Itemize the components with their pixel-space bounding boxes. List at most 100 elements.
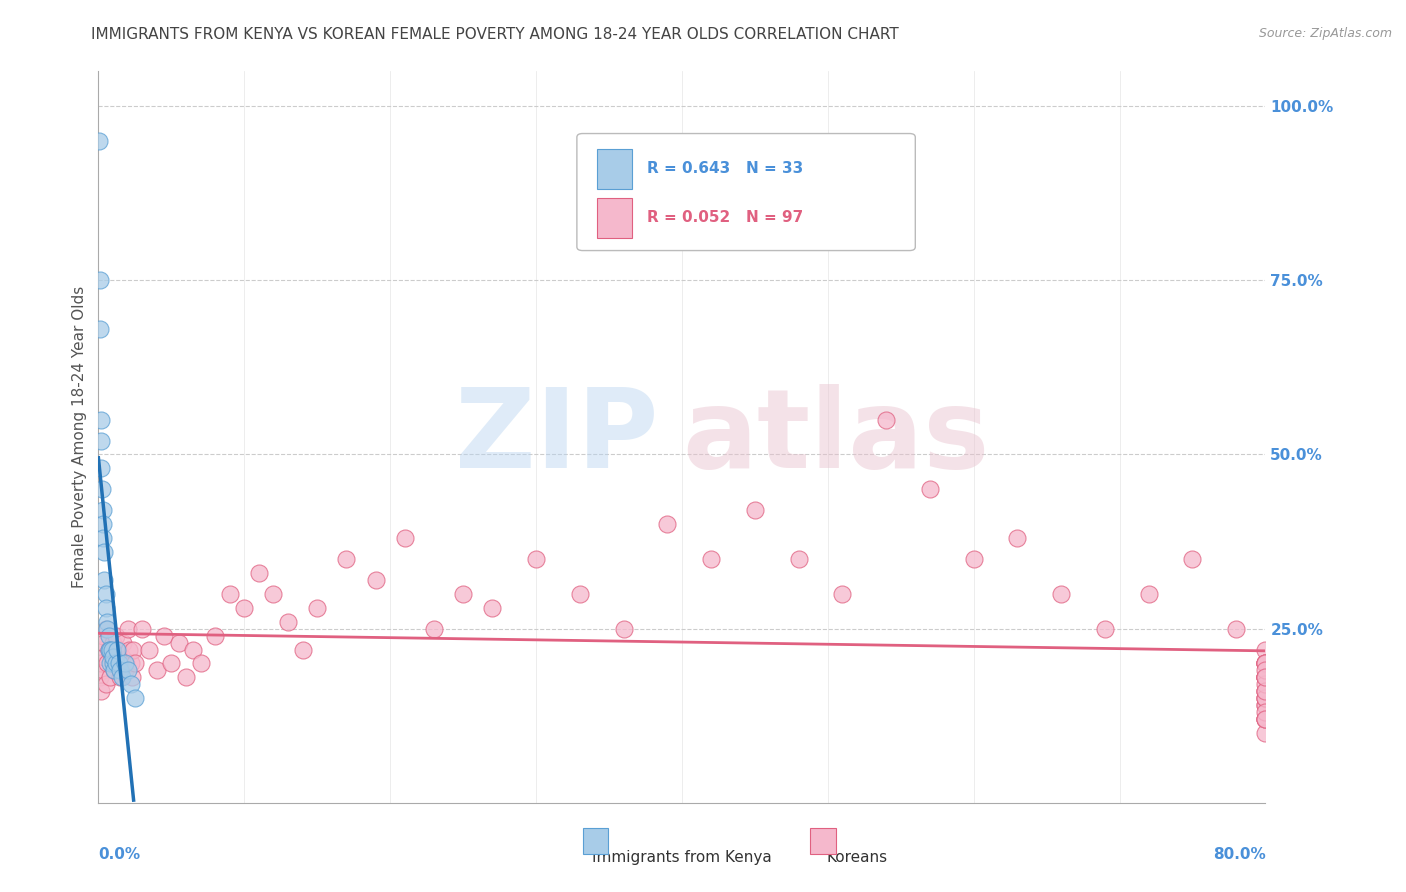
Point: [98, 642, 121, 657]
Point: [97, 642, 120, 657]
Point: [524, 552, 547, 566]
Text: atlas: atlas: [682, 384, 990, 491]
Text: R = 0.052   N = 97: R = 0.052 N = 97: [647, 211, 803, 225]
Point: [101, 649, 124, 664]
Text: R = 0.643   N = 33: R = 0.643 N = 33: [647, 161, 803, 176]
Point: [111, 670, 134, 684]
Point: [233, 600, 256, 615]
Point: [1254, 670, 1277, 684]
Point: [93, 545, 115, 559]
Point: [118, 642, 141, 657]
Point: [787, 552, 810, 566]
FancyBboxPatch shape: [576, 134, 915, 251]
Point: [105, 657, 128, 671]
Point: [875, 412, 897, 426]
Point: [1137, 587, 1160, 601]
Point: [96, 622, 118, 636]
Point: [962, 552, 984, 566]
Point: [1254, 712, 1277, 726]
Point: [110, 664, 132, 678]
Point: [91, 517, 114, 532]
Point: [100, 642, 122, 657]
Point: [96, 615, 118, 629]
Point: [97, 642, 120, 657]
Point: [481, 600, 503, 615]
Point: [918, 483, 941, 497]
Point: [451, 587, 474, 601]
Point: [291, 642, 314, 657]
Point: [101, 657, 124, 671]
Point: [104, 657, 127, 671]
Point: [114, 657, 136, 671]
Point: [103, 664, 125, 678]
Text: 0.0%: 0.0%: [98, 847, 141, 862]
Point: [1254, 670, 1277, 684]
Point: [831, 587, 853, 601]
Point: [1050, 587, 1073, 601]
Point: [90, 657, 112, 671]
Point: [122, 642, 145, 657]
Point: [1254, 712, 1277, 726]
Text: ZIP: ZIP: [456, 384, 658, 491]
Point: [1254, 670, 1277, 684]
Point: [1254, 657, 1277, 671]
Text: 80.0%: 80.0%: [1212, 847, 1265, 862]
Point: [138, 642, 160, 657]
Point: [104, 629, 127, 643]
FancyBboxPatch shape: [596, 198, 631, 238]
Point: [90, 684, 112, 698]
Text: IMMIGRANTS FROM KENYA VS KOREAN FEMALE POVERTY AMONG 18-24 YEAR OLDS CORRELATION: IMMIGRANTS FROM KENYA VS KOREAN FEMALE P…: [91, 27, 900, 42]
Point: [262, 587, 284, 601]
Point: [90, 461, 112, 475]
Point: [1007, 531, 1029, 545]
Point: [98, 657, 121, 671]
Point: [1254, 657, 1277, 671]
Point: [89, 670, 111, 684]
Point: [117, 664, 139, 678]
Point: [160, 657, 183, 671]
Y-axis label: Female Poverty Among 18-24 Year Olds: Female Poverty Among 18-24 Year Olds: [72, 286, 87, 588]
Point: [93, 635, 115, 649]
Point: [114, 664, 136, 678]
Point: [167, 635, 190, 649]
Point: [181, 642, 204, 657]
Point: [1254, 657, 1277, 671]
Point: [1181, 552, 1204, 566]
Point: [94, 587, 117, 601]
Point: [1254, 684, 1277, 698]
Point: [218, 587, 240, 601]
Point: [96, 657, 118, 671]
Point: [247, 566, 270, 580]
Point: [112, 635, 135, 649]
Point: [101, 635, 124, 649]
Point: [394, 531, 416, 545]
Point: [91, 503, 114, 517]
FancyBboxPatch shape: [596, 149, 631, 189]
Point: [1254, 698, 1277, 713]
Point: [1254, 670, 1277, 684]
Point: [423, 622, 446, 636]
Point: [744, 503, 766, 517]
Point: [1254, 642, 1277, 657]
Point: [94, 622, 117, 636]
Point: [1254, 684, 1277, 698]
Point: [1254, 698, 1277, 713]
Point: [117, 622, 139, 636]
Point: [91, 483, 114, 497]
Point: [1254, 691, 1277, 706]
Point: [120, 657, 142, 671]
Point: [90, 434, 112, 448]
Point: [103, 664, 125, 678]
Point: [93, 649, 115, 664]
Point: [612, 622, 634, 636]
Point: [190, 657, 212, 671]
Point: [1254, 705, 1277, 719]
Point: [90, 412, 112, 426]
Point: [657, 517, 679, 532]
Point: [1254, 712, 1277, 726]
Point: [89, 642, 111, 657]
Point: [307, 600, 329, 615]
Point: [1254, 657, 1277, 671]
Point: [277, 615, 299, 629]
Point: [111, 649, 134, 664]
